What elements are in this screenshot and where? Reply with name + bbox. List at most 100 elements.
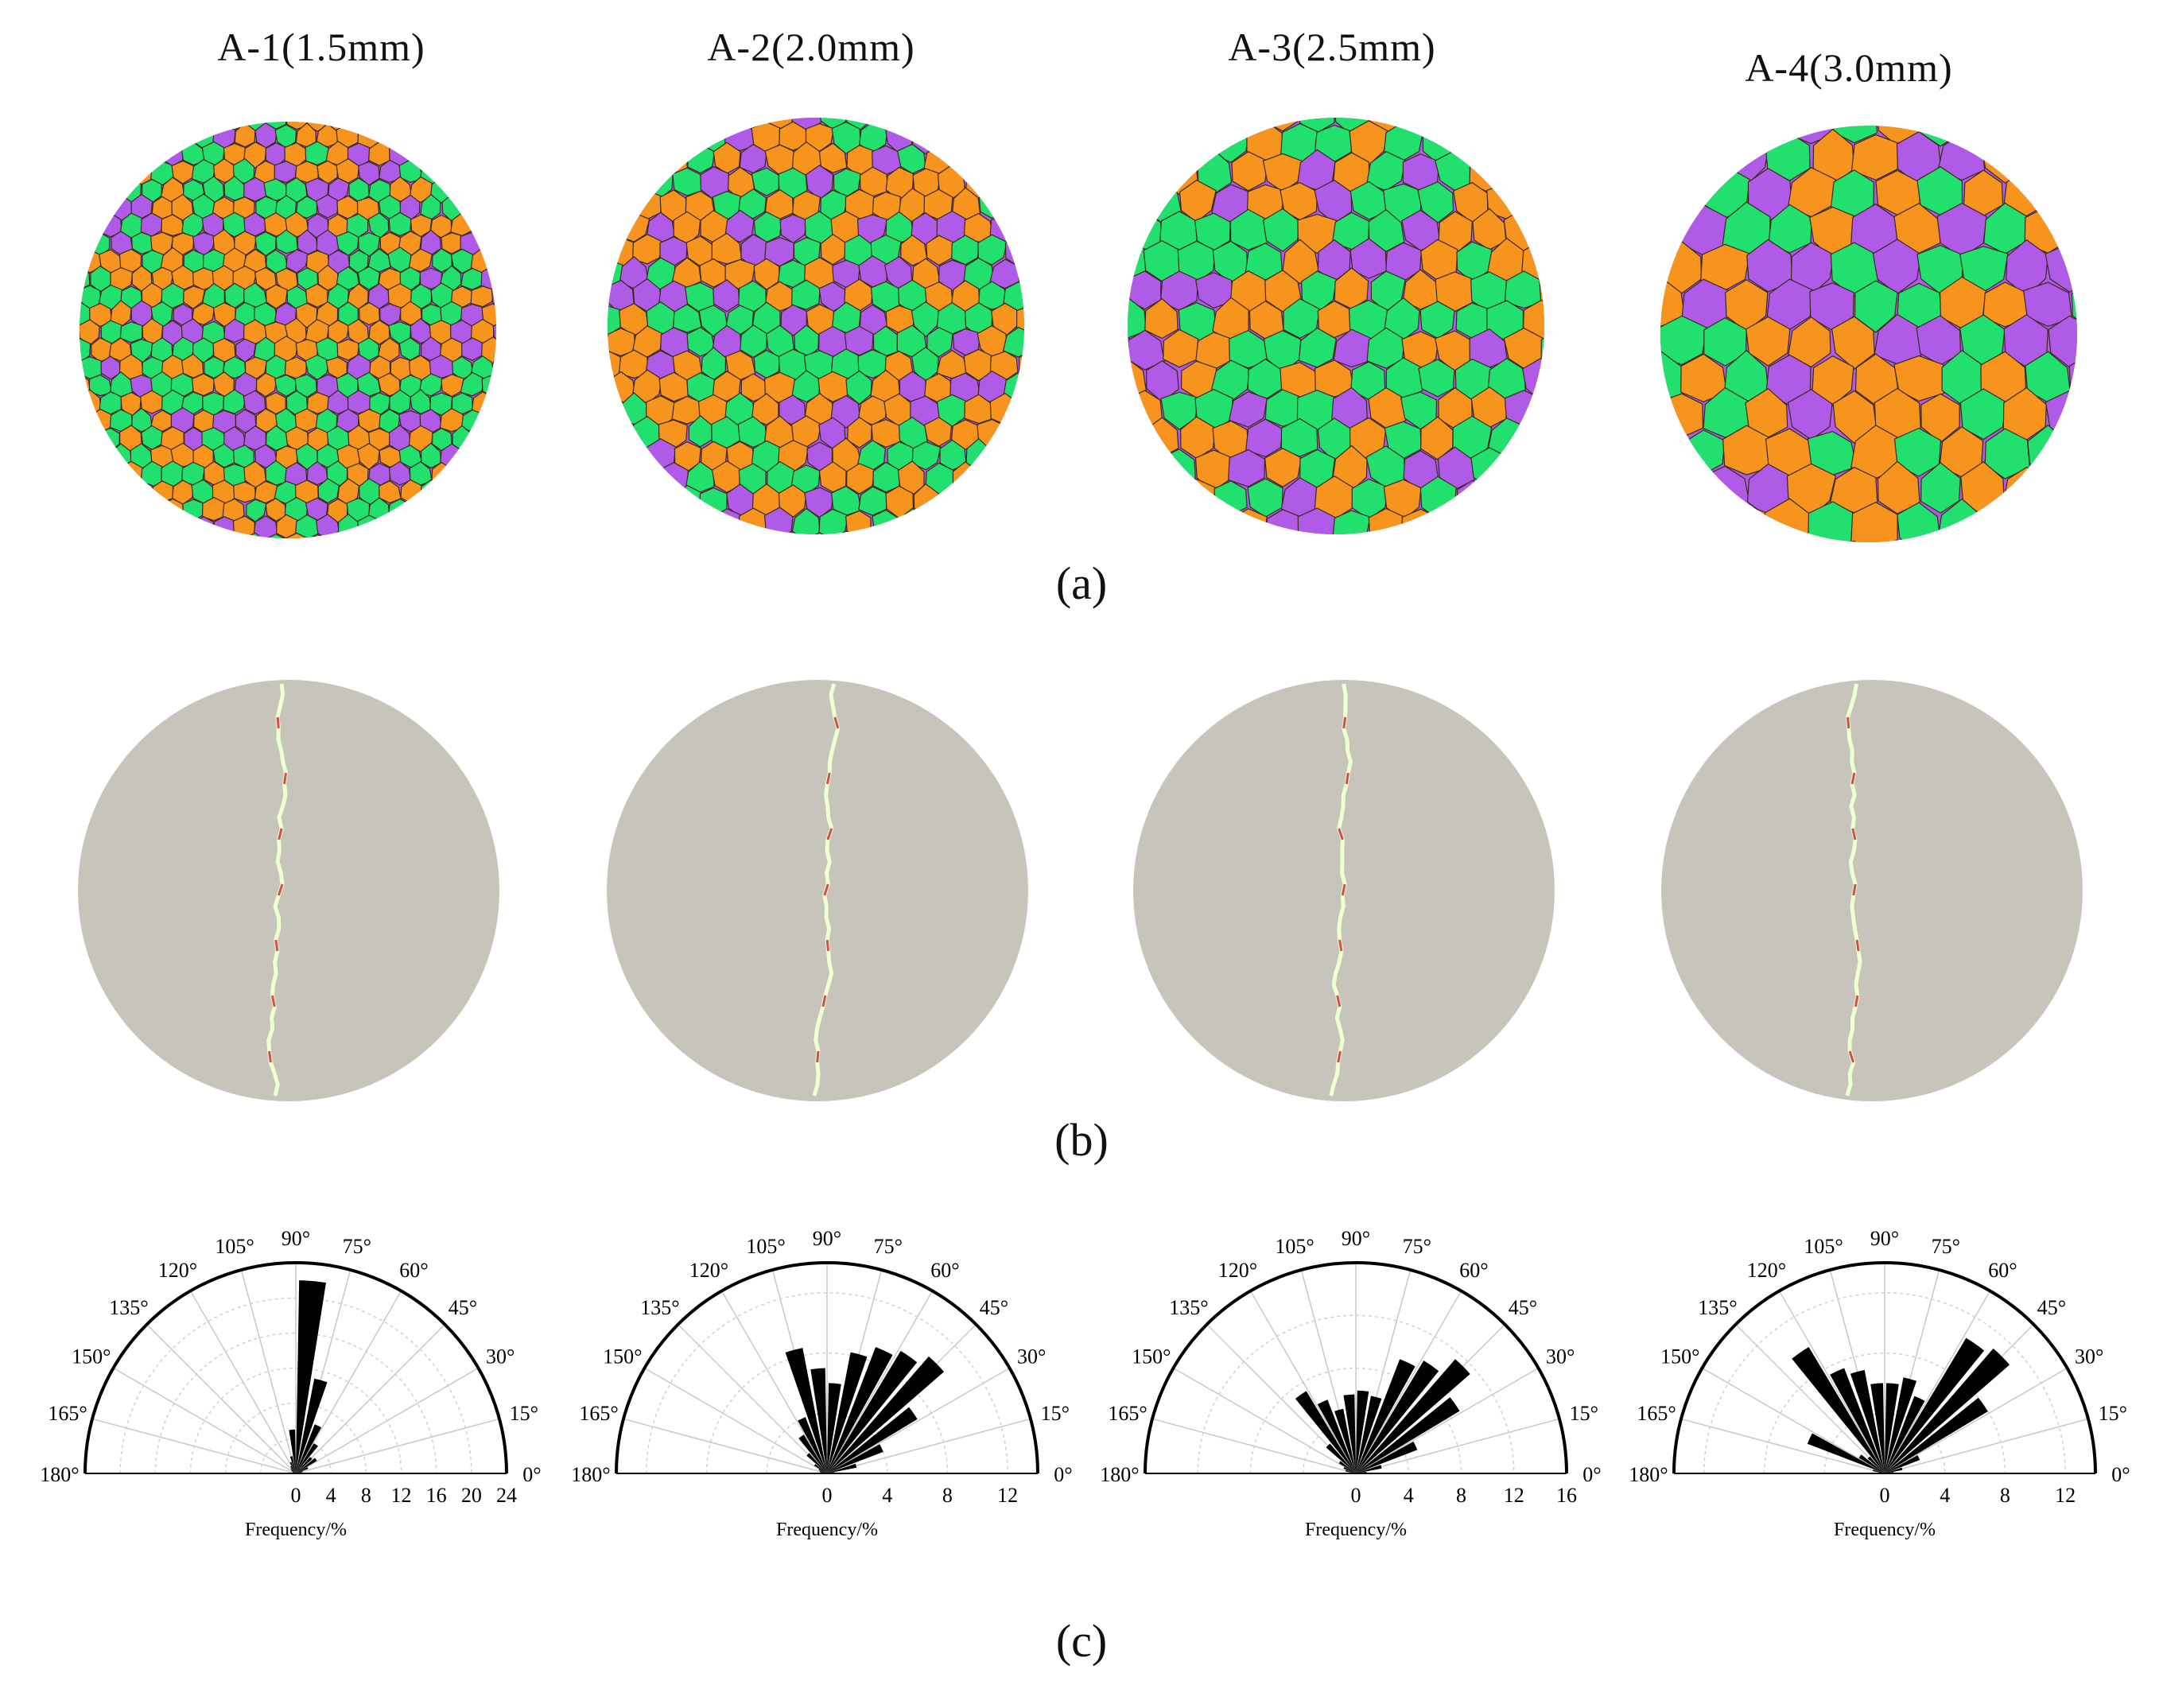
- grain: [398, 89, 421, 112]
- grain: [1017, 533, 1024, 534]
- frequency-tick-label: 8: [361, 1484, 371, 1507]
- grain: [441, 516, 464, 538]
- rose-bar: [290, 1468, 296, 1473]
- grain: [1128, 151, 1131, 190]
- grain: [430, 499, 452, 522]
- grain: [504, 338, 526, 363]
- grain: [1144, 121, 1182, 165]
- angle-tick-label: 15°: [1041, 1402, 1070, 1425]
- grain: [965, 533, 995, 534]
- grain: [1160, 118, 1199, 134]
- angle-tick-label: 180°: [40, 1463, 79, 1486]
- angle-tick-label: 30°: [486, 1345, 515, 1368]
- grain: [357, 231, 381, 258]
- grain: [1128, 120, 1148, 164]
- grain: [619, 530, 648, 534]
- grain: [502, 233, 525, 257]
- grain: [1832, 390, 1878, 444]
- grain: [503, 409, 526, 434]
- grain: [753, 258, 780, 290]
- angle-tick-label: 15°: [510, 1402, 538, 1425]
- grain: [1506, 509, 1544, 534]
- grain: [2090, 536, 2136, 557]
- grain: [608, 142, 637, 177]
- grain: [524, 87, 546, 113]
- grain: [1593, 506, 1641, 551]
- grain: [1961, 542, 2006, 557]
- grain: [514, 107, 535, 130]
- grain: [535, 213, 557, 237]
- grain: [608, 487, 623, 516]
- grain: [480, 196, 496, 220]
- rose-bar: [289, 1429, 296, 1473]
- rose-bar: [296, 1443, 318, 1473]
- rose-bar: [819, 1470, 827, 1473]
- grain: [619, 118, 647, 154]
- grain: [347, 283, 369, 310]
- grain: [1043, 438, 1071, 470]
- grain: [1401, 508, 1440, 534]
- grain: [410, 122, 433, 132]
- grain: [80, 426, 81, 450]
- grain: [48, 268, 71, 291]
- grain: [608, 328, 636, 357]
- grain: [1388, 537, 1423, 557]
- grain: [80, 161, 92, 184]
- grain: [513, 322, 534, 344]
- grain: [2070, 60, 2114, 108]
- frequency-tick-label: 12: [997, 1484, 1018, 1507]
- grain: [460, 444, 485, 471]
- grain: [377, 372, 401, 397]
- grain: [1591, 125, 1629, 164]
- crack-orientation-rose-row: 180°165°150°135°120°105° 90° 75°60°45°30°1…: [40, 1227, 2130, 1540]
- grain: [858, 532, 887, 534]
- grain: [418, 517, 441, 538]
- grain: [569, 165, 596, 200]
- grain: [379, 89, 399, 111]
- grain: [357, 266, 381, 290]
- grain: [80, 534, 103, 538]
- grain: [212, 302, 236, 328]
- grain: [295, 89, 319, 114]
- grain: [1058, 416, 1087, 448]
- grain: [275, 89, 297, 114]
- grain: [1636, 55, 1684, 107]
- grain: [2111, 355, 2159, 404]
- grain: [698, 305, 728, 337]
- rose-bar: [1885, 1455, 1920, 1473]
- angle-tick-label: 135°: [640, 1296, 679, 1319]
- grain: [1610, 510, 1645, 547]
- grain: [1230, 118, 1266, 133]
- grid-radial: [1702, 1367, 1885, 1474]
- grain: [1489, 64, 1526, 103]
- shear-crack: [1852, 883, 1857, 896]
- grain: [110, 513, 133, 538]
- rose-bar: [798, 1417, 827, 1473]
- grain: [491, 214, 496, 238]
- grain: [1660, 538, 1703, 542]
- grain: [49, 160, 71, 186]
- grain: [1046, 122, 1073, 152]
- grid-radial: [1884, 1367, 2068, 1474]
- grid-radial: [826, 1291, 934, 1474]
- shear-crack: [1345, 772, 1349, 785]
- grain: [1591, 302, 1626, 343]
- grain: [2005, 537, 2050, 542]
- grain: [2089, 390, 2132, 438]
- grain: [80, 248, 82, 274]
- grain: [522, 195, 546, 219]
- grain: [737, 416, 768, 448]
- grain: [449, 122, 473, 130]
- grain: [80, 123, 91, 150]
- grain: [2044, 540, 2077, 542]
- grain: [129, 481, 153, 506]
- angle-tick-label: 120°: [1218, 1259, 1257, 1282]
- grain: [2045, 126, 2077, 146]
- grain: [1074, 420, 1113, 460]
- grain: [608, 438, 622, 472]
- rose-diagram-4: 180°165°150°135°120°105° 90° 75°60°45°30°1…: [1629, 1227, 2130, 1540]
- shear-crack: [821, 995, 827, 1007]
- shear-crack: [277, 883, 284, 896]
- grain: [685, 506, 716, 534]
- grain: [2112, 130, 2157, 181]
